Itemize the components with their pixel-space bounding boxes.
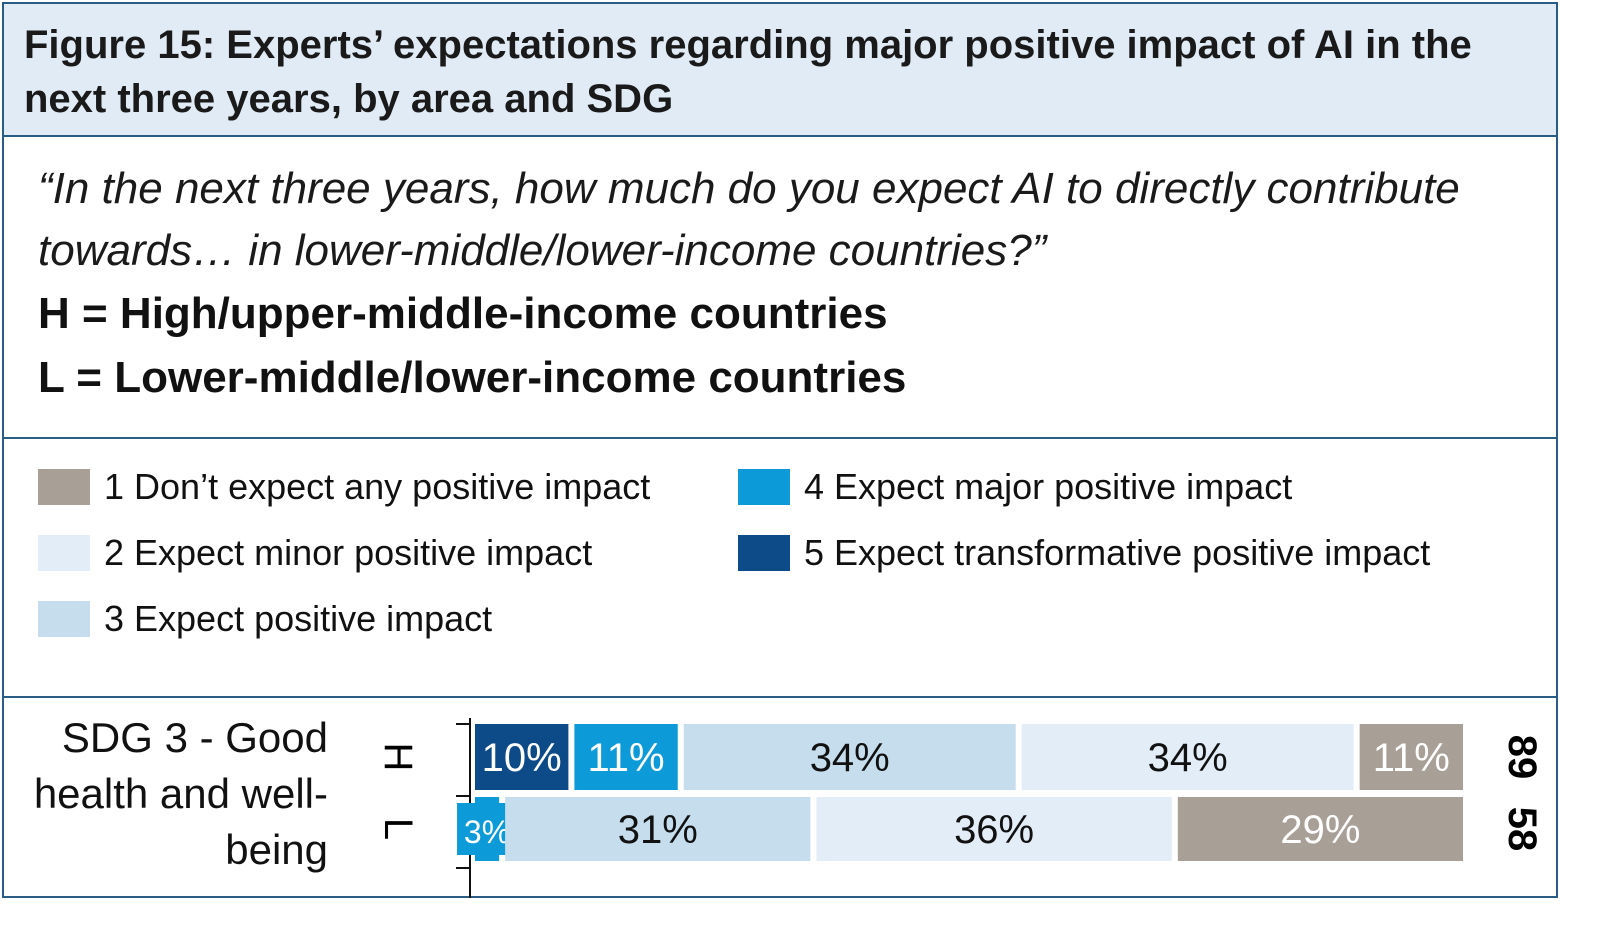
legend-swatch (38, 535, 90, 571)
bar-value-label: 10% (482, 736, 562, 780)
bar-segment (1359, 724, 1463, 790)
bar-value-label: 29% (1280, 808, 1360, 852)
group-label: L (376, 818, 420, 840)
divider (2, 696, 1558, 698)
definition-h: H = High/upper-middle-income countries (38, 289, 888, 338)
legend-item: 2 Expect minor positive impact (38, 532, 592, 574)
legend-label: 5 Expect transformative positive impact (804, 532, 1431, 573)
legend-item: 4 Expect major positive impact (738, 466, 1292, 508)
category-label: SDG 3 - Good health and well-being (33, 714, 328, 873)
bar-segment (1021, 724, 1354, 790)
bar-segment (505, 797, 811, 861)
bar-value-label: 11% (588, 736, 665, 780)
bar-segment (683, 724, 1016, 790)
legend-item: 1 Don’t expect any positive impact (38, 466, 650, 508)
legend-item: 3 Expect positive impact (38, 598, 492, 640)
divider (2, 437, 1558, 439)
bar-value-label: 34% (1148, 736, 1228, 780)
bar-segment (1177, 797, 1463, 861)
bar-value-label: 31% (618, 808, 698, 852)
bar-segment (475, 724, 569, 790)
definition-l: L = Lower-middle/lower-income countries (38, 353, 907, 402)
legend-label: 4 Expect major positive impact (804, 466, 1293, 507)
legend-swatch (38, 601, 90, 637)
figure-header: Figure 15: Experts’ expectations regardi… (2, 2, 1558, 137)
bar-segment (574, 724, 678, 790)
survey-question: “In the next three years, how much do yo… (38, 164, 1460, 275)
legend-swatch (38, 469, 90, 505)
legend-label: 2 Expect minor positive impact (104, 532, 593, 573)
group-label: H (376, 743, 420, 772)
bar-value-label: 3% (464, 814, 510, 850)
figure-title: Figure 15: Experts’ expectations regardi… (24, 23, 1472, 121)
bar-value-label: 34% (810, 736, 890, 780)
legend-label: 1 Don’t expect any positive impact (104, 466, 651, 507)
legend-item: 5 Expect transformative positive impact (738, 532, 1430, 574)
bar-chart: 10% 11% 34% 34% 11% H 89 3% 31% 36% 29% L 58 (376, 718, 1544, 898)
count-label: 58 (1500, 807, 1544, 852)
count-label: 89 (1500, 735, 1544, 780)
legend-label: 3 Expect positive impact (104, 598, 493, 639)
bar-value-label: 11% (1373, 736, 1450, 780)
legend-swatch (738, 535, 790, 571)
bar-value-label: 36% (954, 808, 1034, 852)
question-block: “In the next three years, how much do yo… (38, 158, 1538, 410)
legend-swatch (738, 469, 790, 505)
bar-segment (816, 797, 1172, 861)
